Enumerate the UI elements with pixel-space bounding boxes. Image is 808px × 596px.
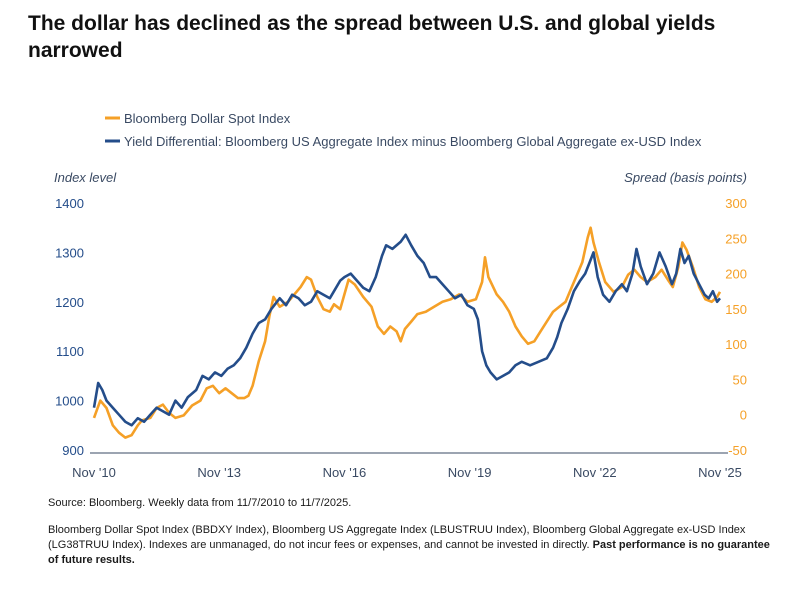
left-tick-label: 900 — [62, 443, 84, 458]
left-axis-ticks: 900 1000 1100 1200 1300 1400 — [55, 196, 84, 458]
left-tick-label: 1400 — [55, 196, 84, 211]
right-axis-ticks: -50 0 50 100 150 200 250 300 — [725, 196, 747, 458]
x-axis-ticks: Nov '10 Nov '13 Nov '16 Nov '19 Nov '22 Nov '… — [72, 452, 742, 480]
right-tick-label: 250 — [725, 231, 747, 246]
right-tick-label: 300 — [725, 196, 747, 211]
x-tick-label: Nov '22 — [573, 465, 617, 480]
x-tick-label: Nov '16 — [323, 465, 367, 480]
right-tick-label: 0 — [740, 408, 747, 423]
legend: Bloomberg Dollar Spot Index Yield Differ… — [105, 111, 702, 149]
chart-title: The dollar has declined as the spread be… — [28, 12, 716, 62]
legend-label-dollar-index: Bloomberg Dollar Spot Index — [124, 111, 291, 126]
disclaimer-bold-text: Past performance is no guarantee of futu… — [48, 539, 770, 566]
right-tick-label: 150 — [725, 302, 747, 317]
disclaimer: Bloomberg Dollar Spot Index (BBDXY Index… — [48, 523, 778, 568]
dollar-index-line — [92, 226, 722, 439]
right-tick-label: 50 — [733, 372, 747, 387]
disclaimer-text: Bloomberg Dollar Spot Index (BBDXY Index… — [48, 524, 746, 551]
series-lines — [92, 226, 722, 439]
right-tick-label: 200 — [725, 267, 747, 282]
yield-differential-line — [92, 233, 722, 427]
x-tick-label: Nov '19 — [448, 465, 492, 480]
left-tick-label: 1200 — [55, 295, 84, 310]
right-axis-label: Spread (basis points) — [624, 170, 747, 185]
left-tick-label: 1100 — [56, 344, 84, 359]
x-tick-label: Nov '25 — [698, 465, 742, 480]
left-tick-label: 1000 — [55, 394, 84, 409]
source-note: Source: Bloomberg. Weekly data from 11/7… — [48, 497, 352, 509]
right-tick-label: -50 — [728, 443, 747, 458]
left-tick-label: 1300 — [55, 245, 84, 260]
right-tick-label: 100 — [725, 337, 747, 352]
left-axis-label: Index level — [54, 170, 117, 185]
dual-axis-line-chart: Bloomberg Dollar Spot Index Yield Differ… — [54, 111, 747, 480]
legend-label-yield-differential: Yield Differential: Bloomberg US Aggrega… — [124, 134, 702, 149]
x-tick-label: Nov '13 — [197, 465, 241, 480]
x-tick-label: Nov '10 — [72, 465, 116, 480]
